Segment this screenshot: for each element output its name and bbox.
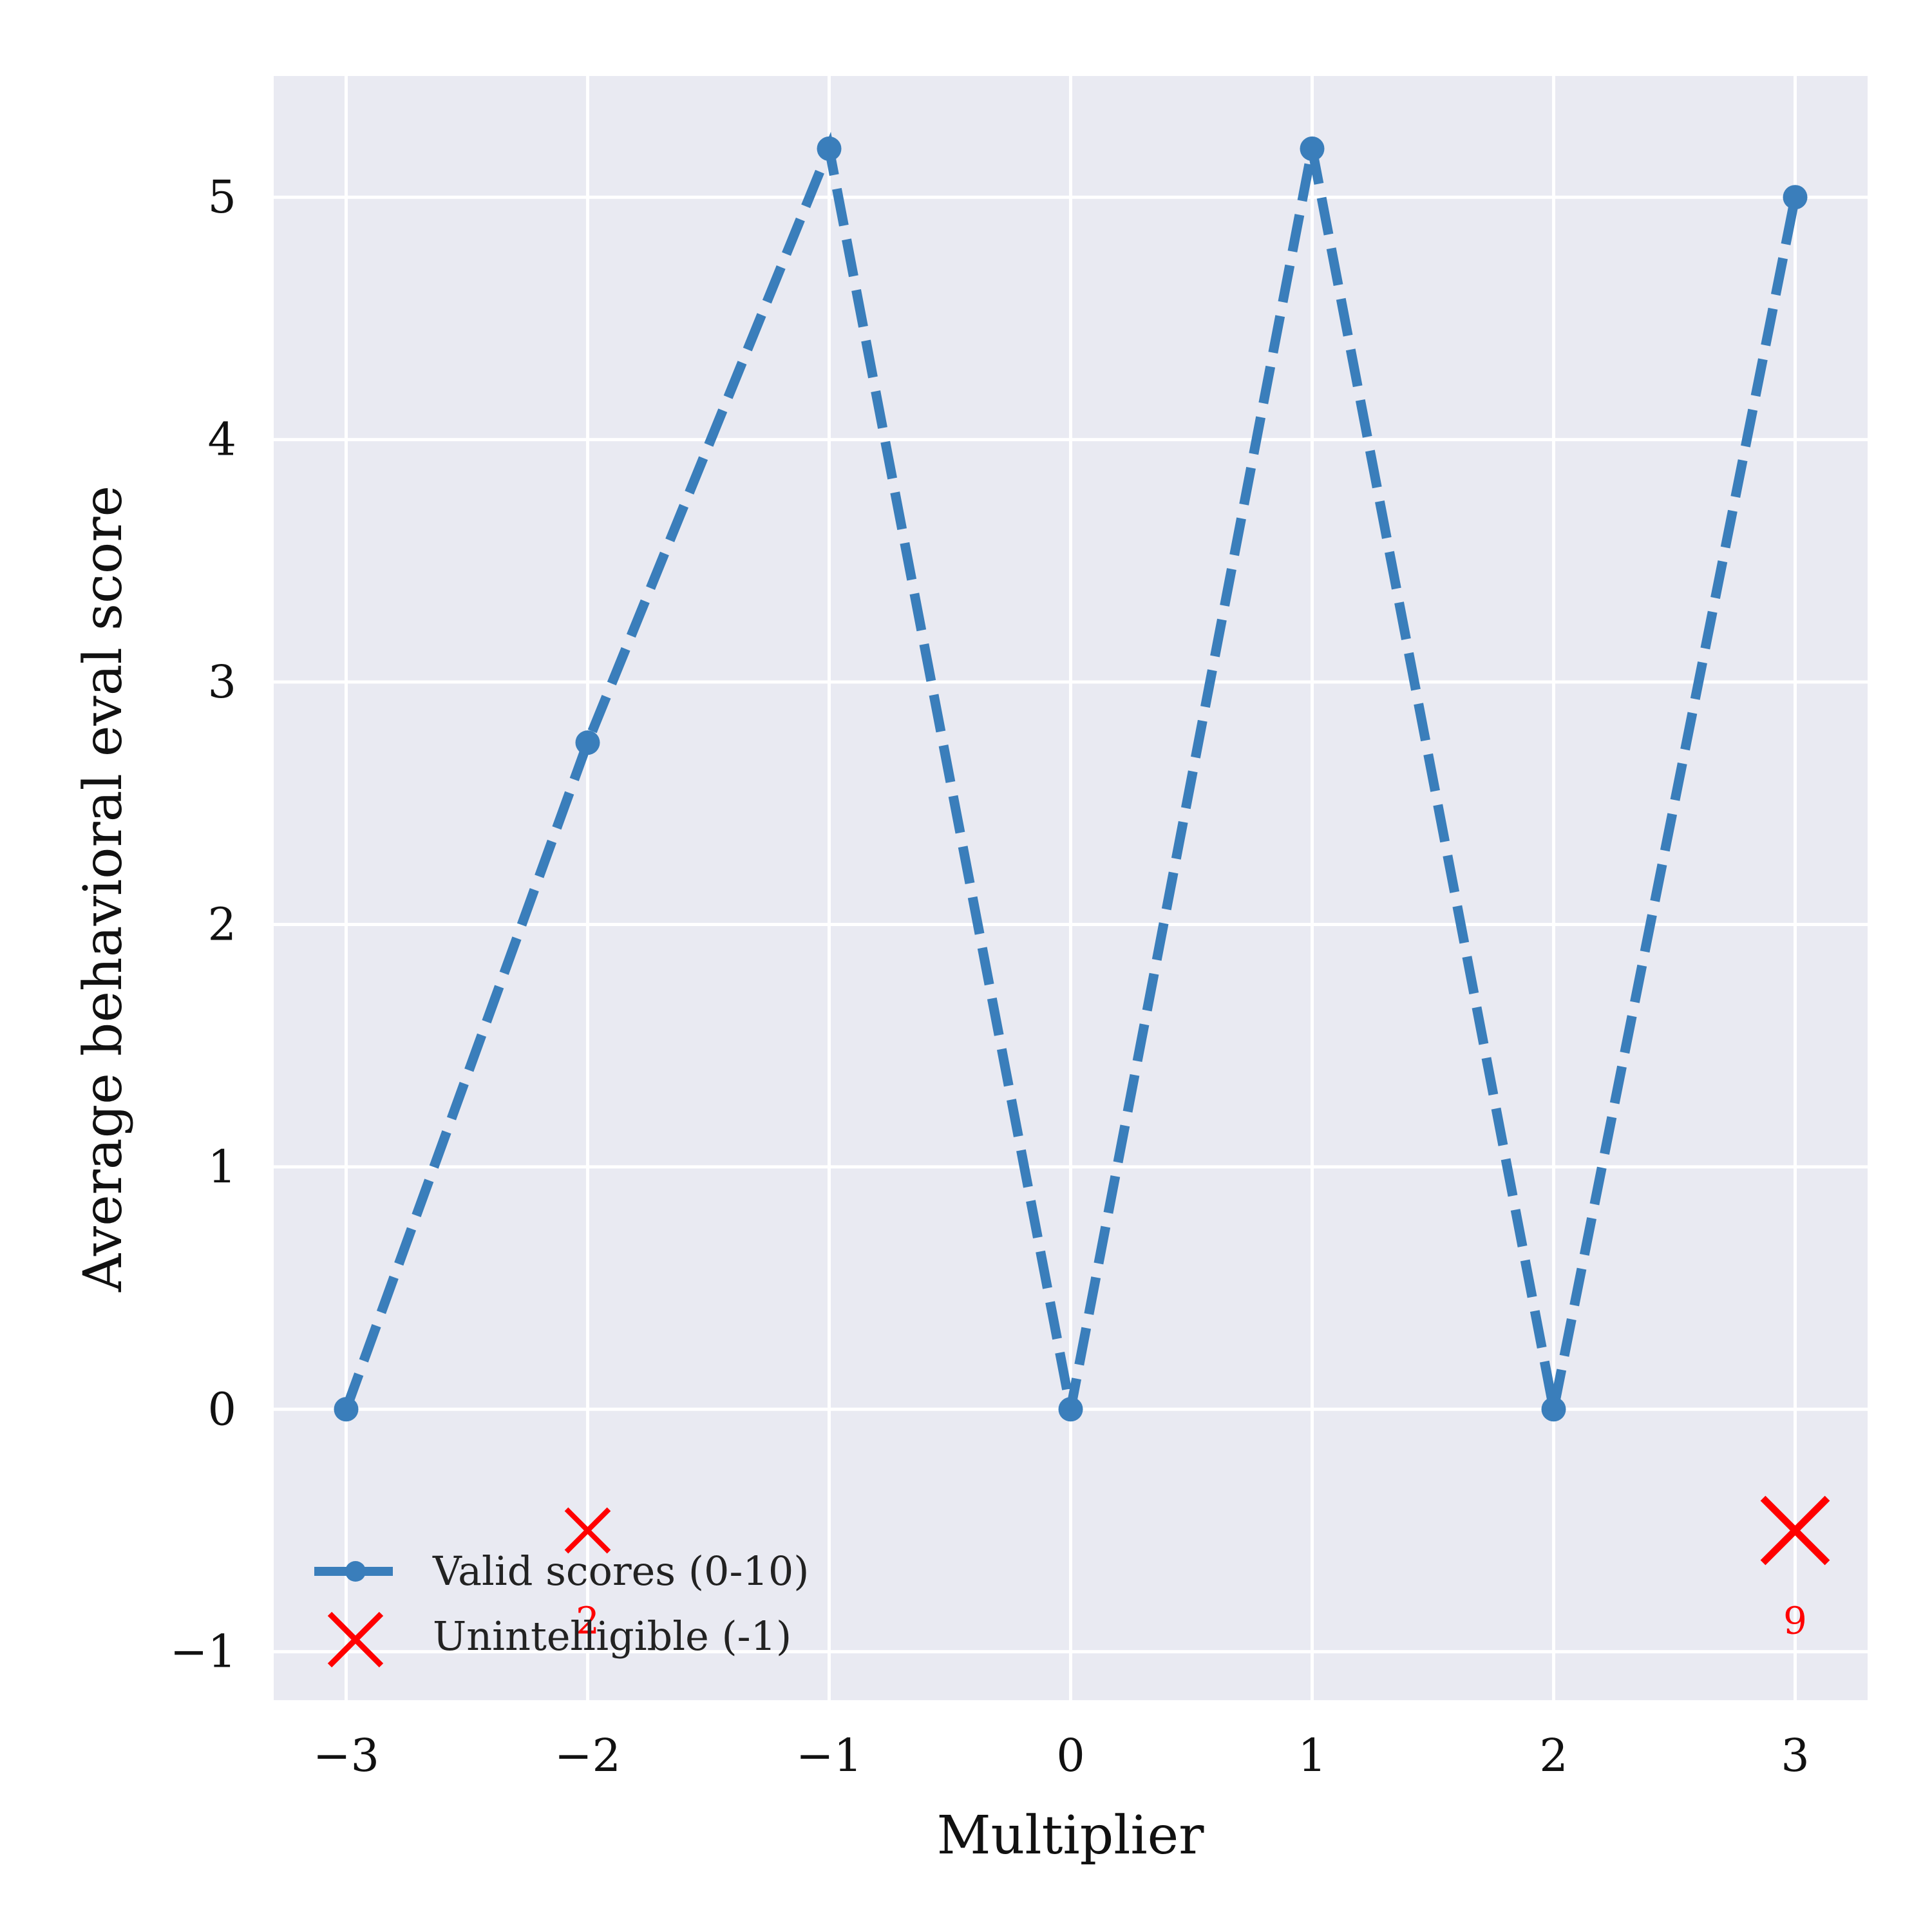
x-tick-label: −3 xyxy=(313,1729,379,1782)
x-tick-label: −1 xyxy=(796,1729,862,1782)
y-tick-label: 4 xyxy=(207,413,236,466)
y-tick-label: 1 xyxy=(207,1141,236,1193)
grid xyxy=(274,76,1868,1700)
valid-score-point xyxy=(817,136,842,161)
unintelligible-count-label: 2 xyxy=(576,1599,600,1643)
y-tick-label: −1 xyxy=(170,1625,236,1678)
legend-valid-label: Valid scores (0-10) xyxy=(432,1548,810,1595)
unintelligible-count-label: 9 xyxy=(1783,1599,1807,1643)
y-tick-label: 0 xyxy=(207,1383,236,1435)
legend: Valid scores (0-10) Unintelligible (-1) xyxy=(314,1548,810,1668)
valid-score-point xyxy=(1300,136,1325,161)
x-tick-label: 1 xyxy=(1298,1729,1327,1782)
x-tick-label: −2 xyxy=(554,1729,621,1782)
x-tick-label: 0 xyxy=(1056,1729,1085,1782)
y-tick-label: 5 xyxy=(207,171,236,223)
valid-score-point xyxy=(1058,1397,1083,1422)
x-tick-labels: −3 −2 −1 0 1 2 3 xyxy=(313,1729,1810,1782)
y-tick-label: 3 xyxy=(207,656,236,708)
legend-valid-marker xyxy=(345,1561,366,1582)
y-axis-label: Average behavioral eval score xyxy=(73,486,134,1293)
valid-score-point xyxy=(1783,185,1808,210)
legend-unintelligible-marker-b xyxy=(327,1611,384,1668)
valid-score-point xyxy=(1541,1397,1566,1422)
valid-score-point xyxy=(334,1397,359,1422)
series-layer xyxy=(334,131,1808,1422)
valid-score-point xyxy=(575,730,600,755)
x-tick-label: 3 xyxy=(1781,1729,1810,1782)
unintelligible-marker-stroke-b xyxy=(564,1507,611,1554)
y-tick-labels: −1 0 1 2 3 4 5 xyxy=(170,171,236,1678)
unintelligible-marker-stroke-b xyxy=(1760,1495,1830,1566)
legend-unintelligible-label: Unintelligible (-1) xyxy=(433,1613,791,1660)
x-axis-label: Multiplier xyxy=(937,1805,1205,1866)
y-tick-label: 2 xyxy=(207,898,236,951)
x-tick-label: 2 xyxy=(1539,1729,1568,1782)
